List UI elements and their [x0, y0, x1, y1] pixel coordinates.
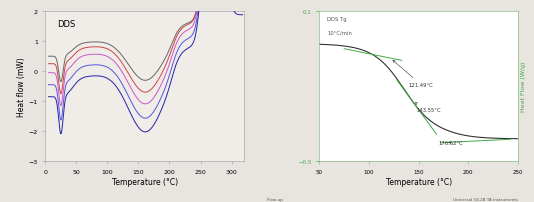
Y-axis label: Heat Flow (W/g): Heat Flow (W/g)	[521, 62, 526, 112]
Text: 10°C/min: 10°C/min	[327, 30, 352, 35]
Text: 143.55°C: 143.55°C	[415, 103, 441, 113]
Text: Flow up: Flow up	[267, 197, 283, 201]
Text: Universal V4.2B TA instruments: Universal V4.2B TA instruments	[453, 197, 518, 201]
Y-axis label: Heat flow (mW): Heat flow (mW)	[17, 57, 26, 117]
Text: 176.62°C: 176.62°C	[438, 140, 464, 145]
Text: DDS: DDS	[57, 20, 75, 28]
Text: 121.49°C: 121.49°C	[393, 61, 434, 88]
X-axis label: Temperature (°C): Temperature (°C)	[112, 177, 178, 186]
Text: DDS Tg: DDS Tg	[327, 17, 347, 22]
X-axis label: Temperature (°C): Temperature (°C)	[386, 177, 452, 186]
